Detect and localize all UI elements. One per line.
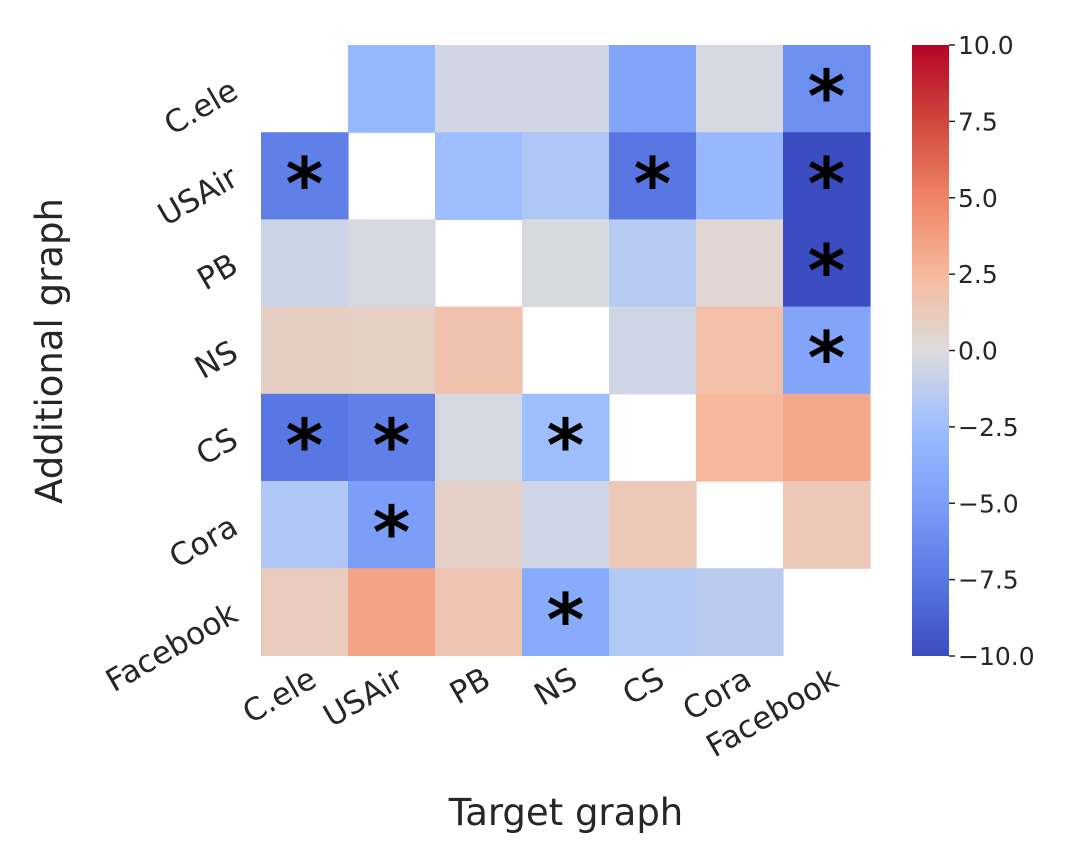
heatmap-cell — [435, 568, 523, 656]
heatmap-cell — [696, 132, 784, 220]
significance-marker: * — [286, 142, 324, 226]
y-tick-label: USAir — [152, 159, 244, 233]
heatmap-cell — [348, 219, 436, 308]
x-tick-label: NS — [528, 661, 583, 714]
x-axis-label: Target graph — [448, 791, 684, 834]
significance-marker: * — [808, 316, 846, 400]
heatmap-cell — [348, 481, 436, 569]
x-tick-label: USAir — [317, 661, 409, 735]
heatmap-cell — [609, 568, 697, 656]
colorbar-tick-label: 7.5 — [958, 107, 998, 136]
significance-marker: * — [808, 142, 846, 226]
x-tick-label: C.ele — [237, 661, 323, 731]
colorbar-tick-label: 0.0 — [958, 337, 998, 366]
heatmap-cell — [522, 45, 610, 133]
colorbar-tick-label: −7.5 — [958, 566, 1019, 595]
y-tick-label: Cora — [163, 508, 244, 575]
colorbar-tick-label: −5.0 — [958, 489, 1019, 518]
y-tick-label: PB — [191, 247, 244, 298]
y-tick-label: NS — [189, 334, 244, 387]
heatmap-cell — [348, 568, 436, 656]
significance-markers: ** * **** * *** — [286, 55, 846, 662]
y-axis-label: Additional graph — [28, 198, 71, 504]
x-tick-label: CS — [617, 661, 671, 713]
colorbar-tick-label: 2.5 — [958, 260, 998, 289]
heatmap-cell — [783, 45, 871, 133]
heatmap-cell — [609, 481, 697, 569]
significance-marker: * — [808, 229, 846, 313]
colorbar-tick-label: 10.0 — [958, 31, 1014, 60]
significance-marker: * — [808, 55, 846, 139]
significance-marker: * — [373, 403, 411, 487]
heatmap-cell — [261, 306, 349, 395]
heatmap-cell — [261, 481, 349, 569]
heatmap-cell — [261, 568, 349, 656]
heatmap-cell — [522, 481, 610, 569]
heatmap-cell — [783, 481, 871, 569]
heatmap-cell — [783, 306, 871, 395]
colorbar-tick-label: −10.0 — [958, 642, 1035, 671]
heatmap-cell — [696, 45, 784, 133]
heatmap-cell — [783, 393, 871, 482]
y-tick-label: C.ele — [158, 72, 244, 142]
colorbar-tick-label: 5.0 — [958, 184, 998, 213]
x-tick-label: PB — [444, 661, 497, 712]
significance-marker: * — [286, 403, 324, 487]
heatmap-cell — [783, 132, 871, 220]
y-tick-label: CS — [190, 421, 244, 473]
heatmap-cell — [435, 393, 523, 482]
heatmap-cell — [261, 132, 349, 220]
significance-marker: * — [547, 403, 585, 487]
heatmap-cell — [696, 393, 784, 482]
heatmap-cell — [348, 393, 436, 482]
heatmap-cell — [522, 132, 610, 220]
heatmap-cell — [435, 45, 523, 133]
heatmap-cell — [522, 219, 610, 308]
heatmap-cell — [696, 219, 784, 308]
heatmap-cell — [348, 306, 436, 395]
heatmap-cell — [261, 219, 349, 308]
significance-marker: * — [373, 491, 411, 575]
heatmap-cell — [696, 568, 784, 656]
heatmap-cell — [435, 306, 523, 395]
significance-marker: * — [547, 578, 585, 662]
colorbar-tick-label: −2.5 — [958, 413, 1019, 442]
heatmap-cell — [783, 219, 871, 308]
y-tick-labels: C.ele USAir PB NS CS Cora Facebook — [100, 72, 244, 699]
colorbar: 10.0 7.5 5.0 2.5 0.0 −2.5 −5.0 −7.5 −10.0 — [912, 31, 1035, 671]
heatmap-cell — [609, 45, 697, 133]
heatmap-cell — [435, 132, 523, 220]
heatmap-cell — [435, 481, 523, 569]
y-tick-label: Facebook — [100, 596, 244, 700]
heatmap-cell — [609, 306, 697, 395]
heatmap-cell — [522, 568, 610, 656]
heatmap-cell — [348, 45, 436, 133]
significance-marker: * — [634, 142, 672, 226]
heatmap-cell — [609, 132, 697, 220]
heatmap-cell — [696, 306, 784, 395]
heatmap-cells — [261, 45, 871, 656]
heatmap-cell — [522, 393, 610, 482]
colorbar-ticks: 10.0 7.5 5.0 2.5 0.0 −2.5 −5.0 −7.5 −10.0 — [949, 31, 1035, 671]
heatmap-cell — [261, 393, 349, 482]
heatmap-cell — [609, 219, 697, 308]
colorbar-gradient — [912, 45, 949, 656]
